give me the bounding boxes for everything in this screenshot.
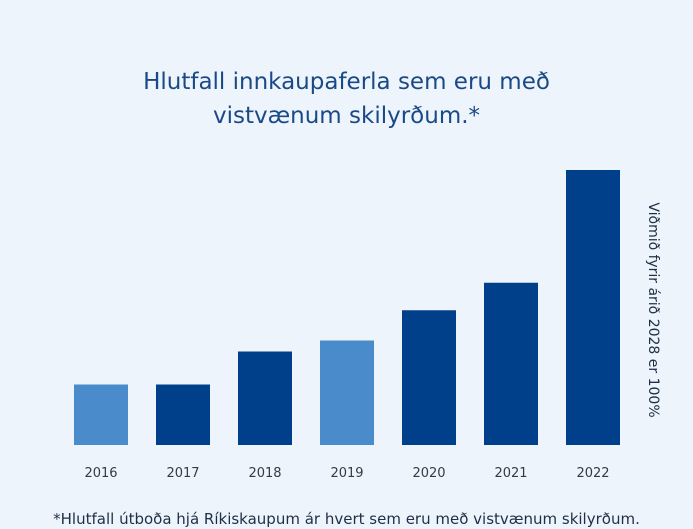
- x-tick-label-2021: 2021: [494, 466, 527, 481]
- bar-2018: [238, 351, 292, 445]
- x-tick-label-2020: 2020: [412, 466, 445, 481]
- chart-title: Hlutfall innkaupaferla sem eru með vistv…: [0, 65, 693, 133]
- y-axis-note: Viðmið fyrir árið 2028 er 100%: [645, 202, 661, 418]
- x-tick-label-2022: 2022: [576, 466, 609, 481]
- x-tick-label-2019: 2019: [330, 466, 363, 481]
- chart-title-line-1: Hlutfall innkaupaferla sem eru með: [143, 69, 550, 96]
- x-tick-label-2017: 2017: [166, 466, 199, 481]
- chart-title-line-2: vistvænum skilyrðum.*: [212, 103, 481, 130]
- bar-2017: [156, 384, 210, 445]
- bar-2019: [320, 340, 374, 445]
- x-tick-label-2018: 2018: [248, 466, 281, 481]
- chart-footnote: *Hlutfall útboða hjá Ríkiskaupum ár hver…: [53, 510, 640, 528]
- bar-2020: [402, 310, 456, 445]
- x-tick-label-2016: 2016: [84, 466, 117, 481]
- bar-2022: [566, 170, 620, 445]
- bar-2021: [484, 282, 538, 445]
- bar-2016: [74, 384, 128, 445]
